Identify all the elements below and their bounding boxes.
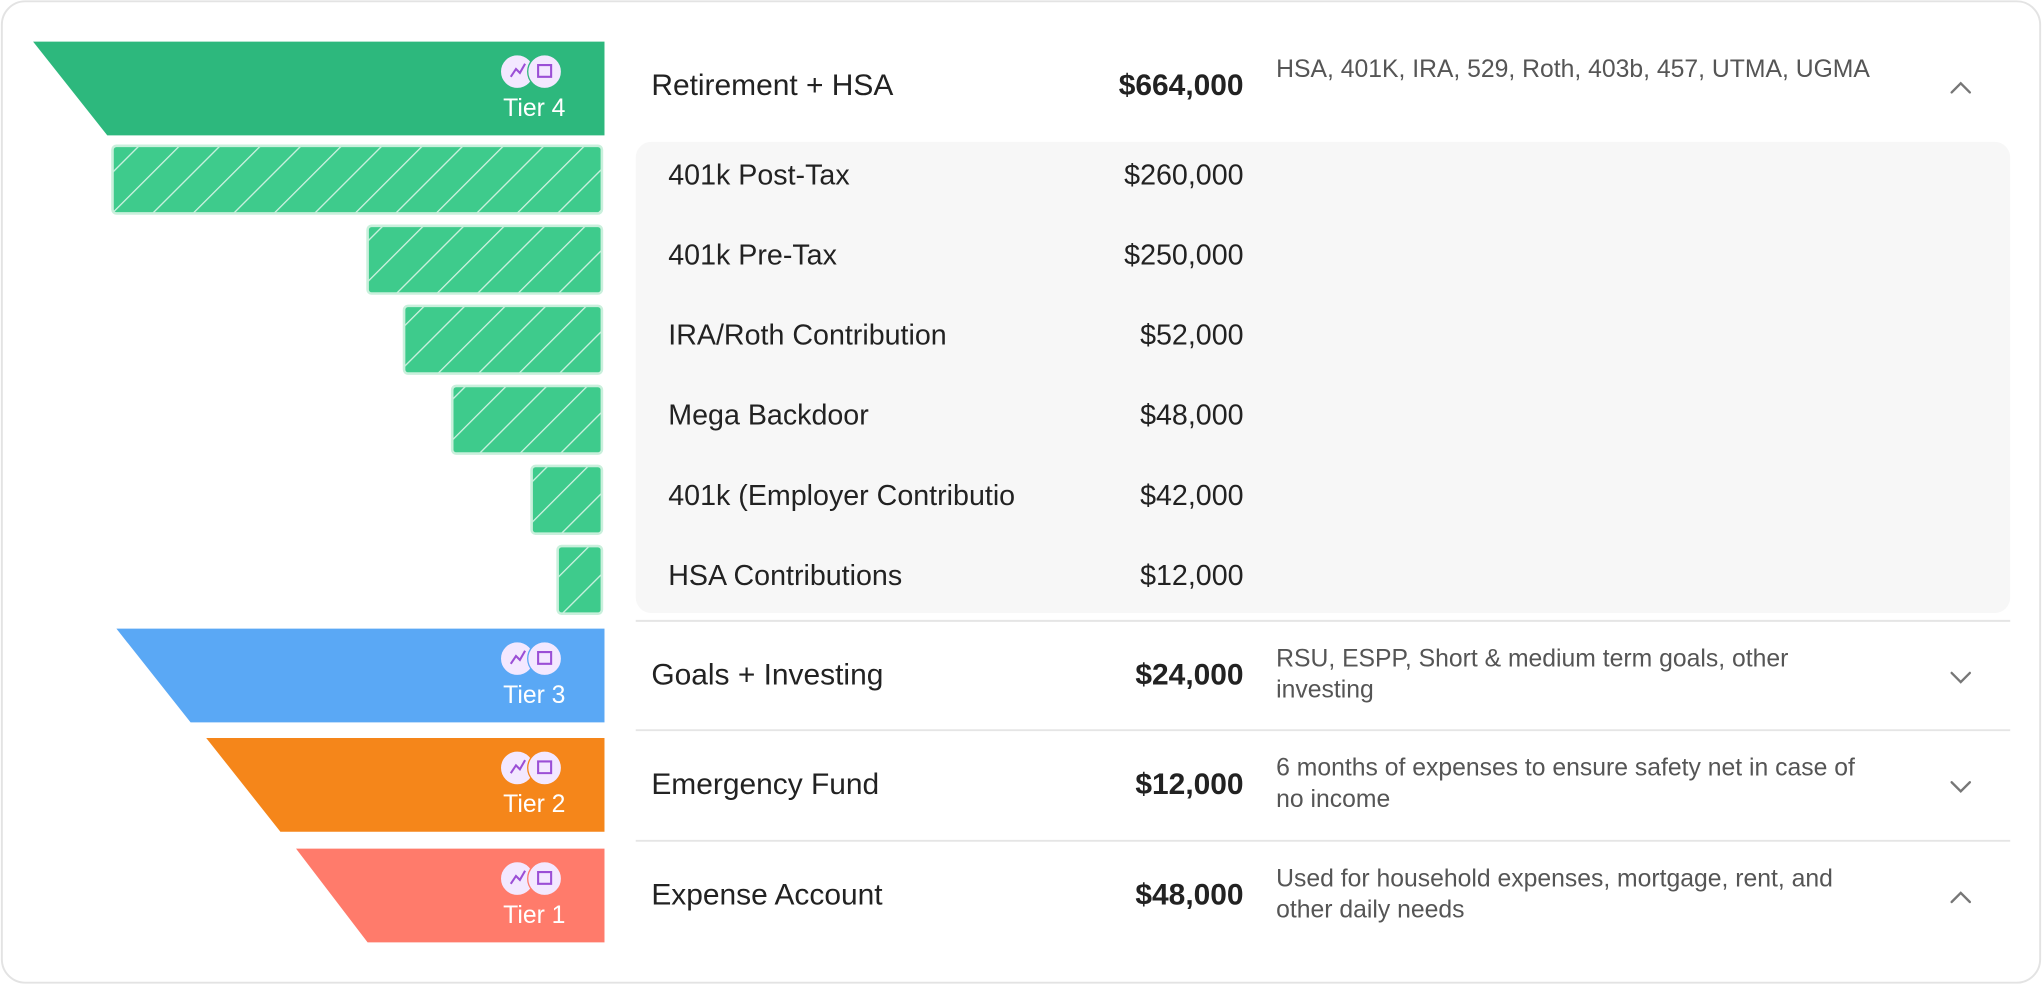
tier-icon-glyph <box>509 650 526 665</box>
tier-badge: Tier 2 <box>503 791 565 818</box>
item-name: HSA Contributions <box>668 560 902 592</box>
tier-name[interactable]: Expense Account <box>651 879 883 912</box>
tier-icon-glyph <box>537 760 553 775</box>
tier-amount: $24,000 <box>1135 659 1243 692</box>
tier-icon-glyph <box>509 759 526 774</box>
tier-description: HSA, 401K, IRA, 529, Roth, 403b, 457, UT… <box>1276 55 1870 84</box>
tier-description: Used for household expenses, mortgage, r… <box>1276 865 1833 925</box>
tier-description-box: RSU, ESPP, Short & medium term goals, ot… <box>1276 645 1789 705</box>
tier-icon <box>527 641 563 677</box>
tier-description: 6 months of expenses to ensure safety ne… <box>1276 754 1855 814</box>
tier-badge: Tier 4 <box>503 95 566 122</box>
tier-icon <box>527 54 563 90</box>
tier-amount: $664,000 <box>1119 69 1244 102</box>
tier-name[interactable]: Goals + Investing <box>651 659 883 692</box>
hatched-bar <box>111 144 604 215</box>
tier-shape <box>116 628 605 723</box>
item-name: 401k Post-Tax <box>668 160 849 192</box>
item-name: 401k (Employer Contributio <box>668 480 1015 512</box>
tier-amount: $12,000 <box>1135 768 1243 801</box>
tier-name[interactable]: Retirement + HSA <box>651 69 893 102</box>
tier-description: RSU, ESPP, Short & medium term goals, ot… <box>1276 645 1789 705</box>
tier-icon <box>527 861 563 897</box>
item-amount: $42,000 <box>1140 480 1243 512</box>
tier-badge: Tier 1 <box>503 902 565 929</box>
tier-description-box: Used for household expenses, mortgage, r… <box>1276 865 1833 925</box>
tier-icon <box>527 750 563 786</box>
tier-icon-glyph <box>537 651 553 665</box>
expand-chevron[interactable] <box>1950 671 1972 684</box>
item-amount: $52,000 <box>1140 320 1243 352</box>
hatched-bar <box>450 384 604 455</box>
expand-chevron[interactable] <box>1950 781 1972 794</box>
tier-icon-glyph <box>509 870 526 885</box>
item-name: Mega Backdoor <box>668 400 869 432</box>
tier-shape <box>33 41 605 136</box>
tier-amount: $48,000 <box>1135 879 1243 912</box>
tier-icon-glyph <box>509 63 526 78</box>
item-amount: $260,000 <box>1124 160 1243 192</box>
tier-icon-glyph <box>537 64 553 78</box>
item-amount: $48,000 <box>1140 400 1243 432</box>
expand-chevron[interactable] <box>1950 891 1972 904</box>
tier-name[interactable]: Emergency Fund <box>651 768 879 801</box>
hatched-bar <box>402 304 604 375</box>
item-name: 401k Pre-Tax <box>668 240 837 272</box>
tier-description-box: HSA, 401K, IRA, 529, Roth, 403b, 457, UT… <box>1276 55 1870 84</box>
hatched-bar <box>556 544 604 615</box>
expand-chevron[interactable] <box>1950 81 1972 94</box>
tier-description-box: 6 months of expenses to ensure safety ne… <box>1276 754 1855 814</box>
item-amount: $250,000 <box>1124 240 1243 272</box>
item-amount: $12,000 <box>1140 560 1243 592</box>
hatched-bar <box>530 464 604 535</box>
tier-badge: Tier 3 <box>503 682 565 709</box>
hatched-bar <box>366 224 604 295</box>
tier-icon-glyph <box>537 871 553 885</box>
item-name: IRA/Roth Contribution <box>668 320 946 352</box>
expanded-panel <box>635 141 2011 614</box>
